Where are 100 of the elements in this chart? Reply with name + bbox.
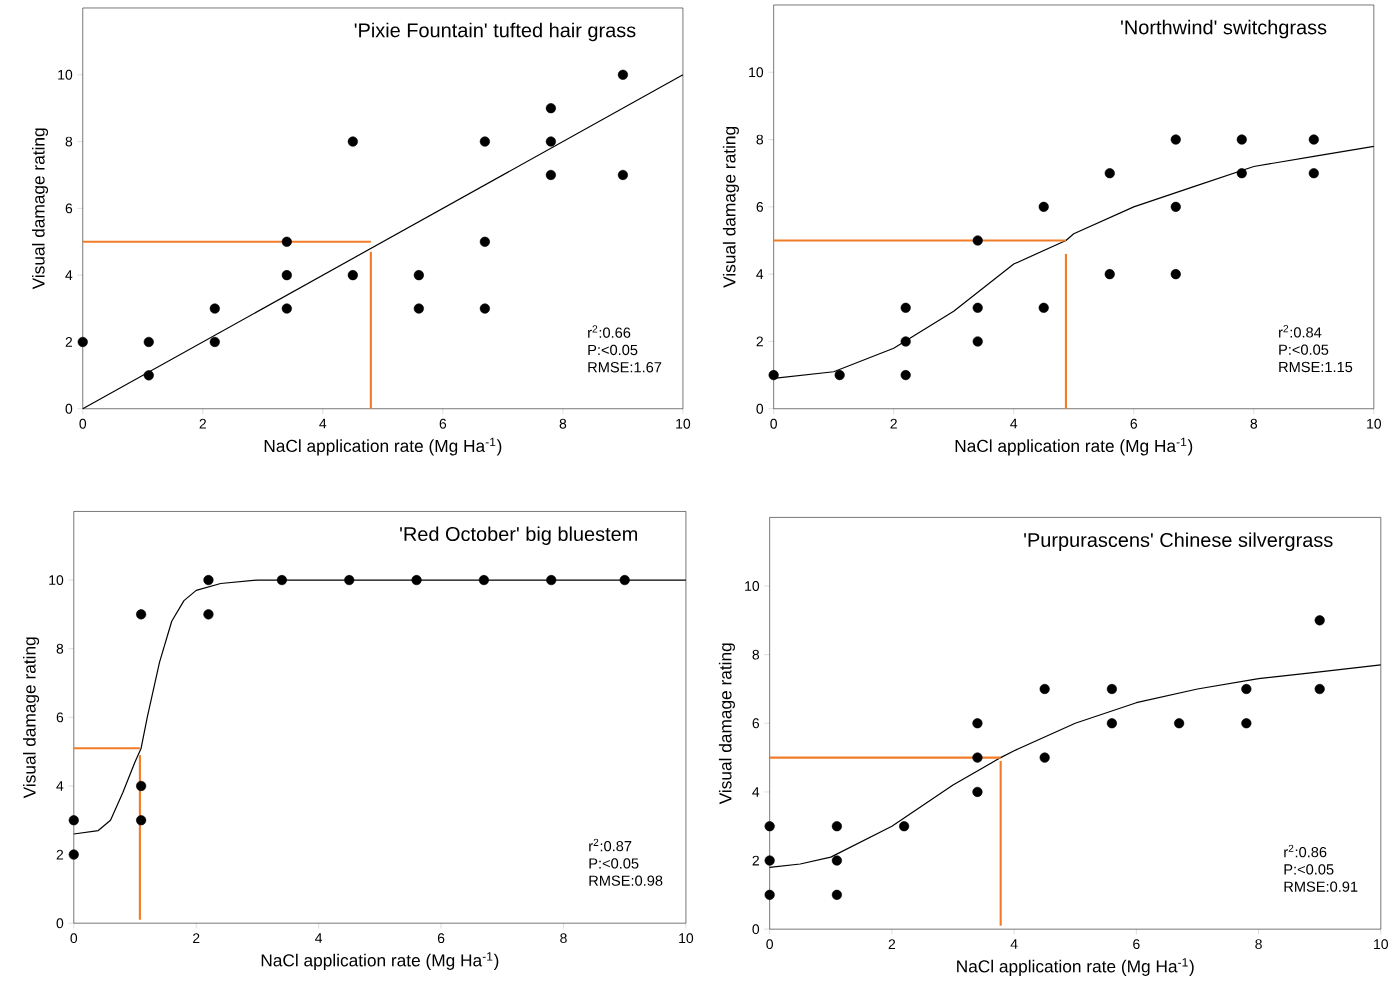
y-tick-label: 4 [756,269,764,279]
x-tick-label: 8 [559,418,567,429]
y-tick-label: 0 [756,403,764,414]
x-tick-label: 10 [1374,939,1389,950]
x-axis-title: NaCl application rate (Mg Ha$^{-1}$) [955,437,1193,456]
point [347,270,358,281]
y-tick-label: 4 [65,270,73,280]
point [1314,683,1325,695]
point [1106,683,1117,695]
point [834,370,845,381]
point [900,336,911,347]
x-tick-label: 4 [319,418,327,429]
x-tick-label: 2 [199,418,206,429]
point [1104,168,1115,179]
x-tick-label: 10 [1367,418,1382,429]
point [143,336,154,348]
y-tick-label: 8 [752,649,760,660]
point [972,302,983,313]
x-tick-label: 0 [79,418,87,429]
y-tick-label: 0 [65,403,73,414]
point [281,236,292,247]
y-tick-label: 2 [752,855,759,866]
point [68,815,79,826]
annotation: RMSE:0.91 [1284,881,1358,892]
point [209,336,220,348]
x-axis-title: NaCl application rate (Mg Ha$^{-1}$) [957,958,1194,976]
point [1104,269,1115,280]
point [1170,201,1181,212]
point [546,575,557,586]
point [1039,683,1050,695]
point [1038,302,1049,313]
point [1236,168,1247,179]
x-tick-label: 6 [437,933,445,944]
point [68,849,79,860]
point [1241,718,1252,729]
point [1308,168,1319,179]
point [479,136,490,147]
point [900,302,911,313]
point [1170,134,1181,145]
point [768,370,779,381]
y-tick-label: 6 [56,712,64,723]
y-tick-label: 6 [756,201,764,212]
point [764,821,775,832]
point [143,370,154,381]
point [831,889,842,900]
point [972,786,983,798]
point [900,370,911,381]
x-tick-label: 4 [1010,939,1018,949]
annotation: P:<0.05 [589,858,639,869]
y-axis-title: Visual damage rating [718,643,735,805]
point [1170,269,1181,280]
y-tick-label: 6 [65,203,73,214]
x-tick-label: 4 [315,933,323,943]
x-tick-label: 8 [560,933,567,944]
x-tick-label: 0 [770,418,777,429]
point [1314,615,1325,626]
point [617,169,628,181]
annotation: P:<0.05 [1279,344,1329,355]
annotation: RMSE:1.15 [1279,361,1353,373]
annotation: r$^{2}$:0.87 [589,838,632,852]
point [344,575,355,586]
point [136,815,147,826]
x-tick-label: 4 [1010,418,1018,429]
y-tick-label: 10 [749,67,764,78]
y-tick-label: 6 [752,718,760,729]
point [1174,718,1185,729]
point [972,235,983,246]
point [972,718,983,729]
point [619,575,630,586]
point [209,303,220,314]
x-tick-label: 6 [1133,939,1140,950]
x-tick-label: 8 [1250,418,1258,429]
y-tick-label: 0 [56,918,64,929]
x-tick-label: 6 [439,418,447,429]
x-tick-label: 10 [676,418,691,429]
x-tick-label: 8 [1255,939,1262,950]
point [413,270,424,281]
text: 'Pixie Fountain' tufted hair grass [354,22,636,42]
point [1236,134,1247,145]
y-tick-label: 2 [65,337,73,347]
point [1038,201,1049,212]
point [203,609,214,620]
point [479,303,490,314]
point [764,889,775,900]
y-tick-label: 4 [752,787,760,797]
point [276,575,287,586]
y-axis-title: Visual damage rating [23,637,40,799]
point [972,336,983,347]
annotation: P:<0.05 [1284,864,1334,875]
point [136,780,147,792]
point [831,821,842,832]
x-tick-label: 6 [1130,418,1138,429]
annotation: RMSE:1.67 [588,362,662,373]
point [545,136,556,147]
y-tick-label: 2 [756,336,763,347]
point [281,303,292,314]
x-tick-label: 0 [766,939,773,950]
point [545,169,556,181]
annotation: r$^{2}$:0.86 [1284,844,1327,858]
y-tick-label: 10 [49,575,64,586]
